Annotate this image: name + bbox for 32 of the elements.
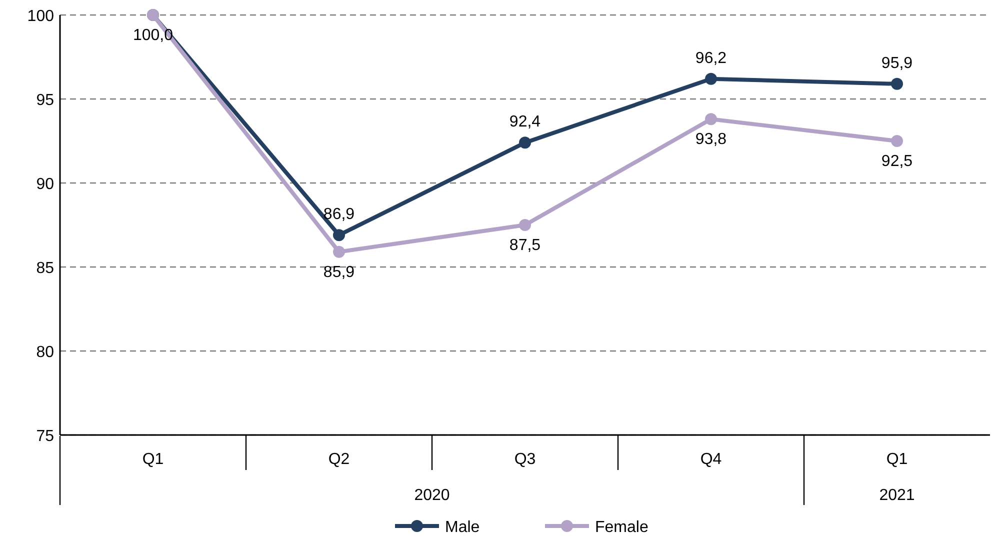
data-label: 92,4 bbox=[509, 114, 541, 131]
y-tick-label: 75 bbox=[36, 428, 54, 445]
data-label: 96,2 bbox=[695, 50, 727, 67]
y-tick-label: 100 bbox=[27, 8, 54, 25]
y-tick-label: 90 bbox=[36, 176, 54, 193]
point bbox=[519, 219, 531, 231]
data-label: 100,0 bbox=[132, 27, 174, 44]
x-tick-label: Q1 bbox=[142, 451, 164, 468]
text: 2020 bbox=[414, 487, 450, 504]
data-label: 95,9 bbox=[881, 54, 913, 72]
data-label: 93,8 bbox=[695, 131, 727, 148]
point bbox=[891, 135, 903, 147]
data-label: 86,9 bbox=[323, 206, 355, 224]
legend-label: Male bbox=[445, 519, 480, 536]
point bbox=[705, 72, 717, 85]
y-tick-label: 95 bbox=[36, 92, 54, 109]
point bbox=[705, 113, 717, 126]
y-tick-label: 80 bbox=[36, 344, 54, 361]
point bbox=[891, 78, 903, 90]
data-label: 85,9 bbox=[323, 264, 355, 281]
x-tick-label: Q3 bbox=[514, 451, 536, 468]
point bbox=[333, 229, 345, 242]
point bbox=[333, 246, 345, 258]
text: 2021 bbox=[879, 487, 915, 504]
y-tick-label: 85 bbox=[36, 260, 54, 277]
point bbox=[519, 136, 531, 149]
x-tick-label: Q2 bbox=[328, 451, 350, 468]
data-label: 92,5 bbox=[881, 153, 913, 170]
legend-label: Female bbox=[595, 519, 648, 536]
x-tick-label: Q1 bbox=[886, 451, 908, 468]
x-tick-label: Q4 bbox=[700, 451, 722, 468]
data-label: 87,5 bbox=[509, 237, 541, 254]
